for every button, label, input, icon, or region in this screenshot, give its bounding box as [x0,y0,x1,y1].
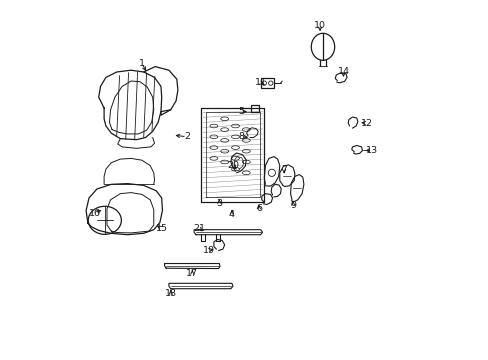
Text: 14: 14 [337,68,349,77]
Text: 6: 6 [255,204,262,213]
Text: 9: 9 [289,201,296,210]
Bar [260,78,274,88]
Text: 17: 17 [186,269,198,278]
Text: 1: 1 [139,58,144,68]
Text: 13: 13 [366,146,378,155]
Text: 16: 16 [89,209,101,217]
Text: 2: 2 [183,132,189,141]
Text: 5: 5 [238,107,244,116]
Text: 12: 12 [360,118,372,127]
Text: 11: 11 [254,78,266,87]
Text: 3: 3 [216,199,222,208]
Text: 18: 18 [164,289,176,298]
Text: 19: 19 [202,246,214,255]
Text: 20: 20 [227,161,239,170]
Text: 15: 15 [155,224,167,233]
Text: 4: 4 [228,210,234,219]
Text: 8: 8 [238,132,244,141]
Text: 10: 10 [313,21,325,30]
Text: 7: 7 [281,165,286,174]
Text: 21: 21 [193,224,205,233]
